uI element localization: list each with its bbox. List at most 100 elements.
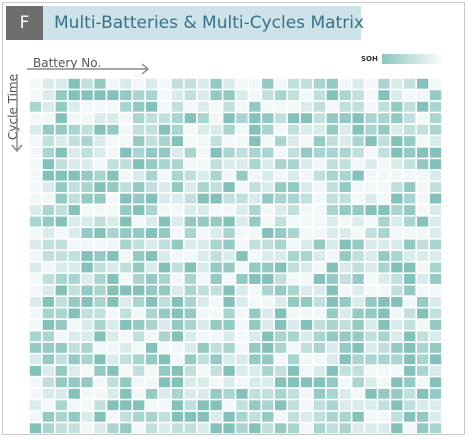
matrix-cell	[275, 400, 287, 411]
matrix-cell	[339, 423, 351, 434]
matrix-cell	[171, 423, 184, 434]
matrix-cell	[42, 388, 55, 399]
matrix-cell	[365, 239, 377, 250]
matrix-cell	[223, 285, 235, 296]
matrix-cell	[287, 251, 300, 261]
matrix-cell	[378, 101, 390, 112]
matrix-cell	[29, 354, 42, 365]
matrix-cell	[404, 239, 416, 250]
matrix-cell	[107, 274, 119, 284]
matrix-cell	[429, 216, 442, 227]
matrix-cell	[352, 262, 364, 273]
matrix-cell	[184, 308, 196, 319]
matrix-cell	[145, 228, 158, 238]
matrix-cell	[249, 285, 261, 296]
matrix-cell	[29, 331, 42, 342]
matrix-cell	[391, 400, 403, 411]
matrix-cell	[352, 159, 364, 170]
matrix-cell	[55, 147, 67, 158]
matrix-cell	[416, 251, 429, 261]
matrix-cell	[81, 262, 93, 273]
matrix-cell	[223, 274, 235, 284]
matrix-cell	[184, 388, 196, 399]
matrix-cell	[68, 113, 80, 124]
matrix-cell	[133, 274, 145, 284]
matrix-cell	[378, 319, 390, 330]
matrix-cell	[236, 308, 248, 319]
matrix-cell	[197, 388, 209, 399]
matrix-cell	[29, 400, 42, 411]
matrix-cell	[184, 342, 196, 353]
matrix-cell	[429, 239, 442, 250]
matrix-cell	[158, 228, 171, 238]
matrix-cell	[275, 170, 287, 181]
matrix-cell	[352, 193, 364, 204]
matrix-cell	[262, 159, 274, 170]
matrix-cell	[236, 274, 248, 284]
matrix-cell	[352, 147, 364, 158]
matrix-cell	[300, 251, 313, 261]
matrix-cell	[68, 182, 80, 193]
matrix-cell	[223, 228, 235, 238]
matrix-cell	[171, 159, 184, 170]
matrix-cell	[145, 147, 158, 158]
matrix-cell	[339, 354, 351, 365]
matrix-cell	[300, 296, 313, 307]
matrix-cell	[120, 377, 132, 388]
matrix-cell	[249, 147, 261, 158]
matrix-cell	[275, 319, 287, 330]
matrix-cell	[262, 388, 274, 399]
matrix-cell	[55, 193, 67, 204]
matrix-cell	[42, 308, 55, 319]
matrix-cell	[249, 124, 261, 135]
matrix-cell	[133, 205, 145, 215]
matrix-cell	[42, 216, 55, 227]
matrix-cell	[158, 216, 171, 227]
matrix-cell	[29, 193, 42, 204]
matrix-cell	[262, 274, 274, 284]
matrix-cell	[300, 90, 313, 101]
matrix-cell	[339, 239, 351, 250]
matrix-cell	[391, 78, 403, 89]
matrix-cell	[378, 342, 390, 353]
matrix-cell	[313, 216, 326, 227]
matrix-cell	[404, 251, 416, 261]
matrix-cell	[94, 377, 106, 388]
matrix-cell	[197, 251, 209, 261]
matrix-cell	[210, 262, 222, 273]
matrix-cell	[120, 354, 132, 365]
matrix-cell	[120, 251, 132, 261]
matrix-cell	[275, 216, 287, 227]
matrix-cell	[326, 411, 338, 422]
matrix-cell	[81, 101, 93, 112]
matrix-cell	[326, 388, 338, 399]
matrix-cell	[429, 400, 442, 411]
matrix-cell	[145, 205, 158, 215]
matrix-cell	[197, 90, 209, 101]
matrix-cell	[262, 423, 274, 434]
matrix-cell	[68, 365, 80, 376]
matrix-cell	[223, 400, 235, 411]
matrix-cell	[365, 296, 377, 307]
matrix-cell	[352, 216, 364, 227]
matrix-cell	[404, 411, 416, 422]
matrix-cell	[210, 354, 222, 365]
matrix-cell	[391, 274, 403, 284]
matrix-cell	[158, 182, 171, 193]
matrix-cell	[210, 377, 222, 388]
matrix-cell	[158, 239, 171, 250]
matrix-cell	[55, 377, 67, 388]
matrix-cell	[29, 342, 42, 353]
matrix-cell	[391, 124, 403, 135]
matrix-cell	[107, 262, 119, 273]
matrix-cell	[249, 136, 261, 147]
matrix-cell	[300, 193, 313, 204]
matrix-cell	[68, 216, 80, 227]
matrix-cell	[262, 354, 274, 365]
matrix-cell	[326, 182, 338, 193]
matrix-cell	[210, 331, 222, 342]
matrix-cell	[236, 239, 248, 250]
matrix-cell	[262, 400, 274, 411]
matrix-cell	[81, 136, 93, 147]
matrix-cell	[94, 147, 106, 158]
